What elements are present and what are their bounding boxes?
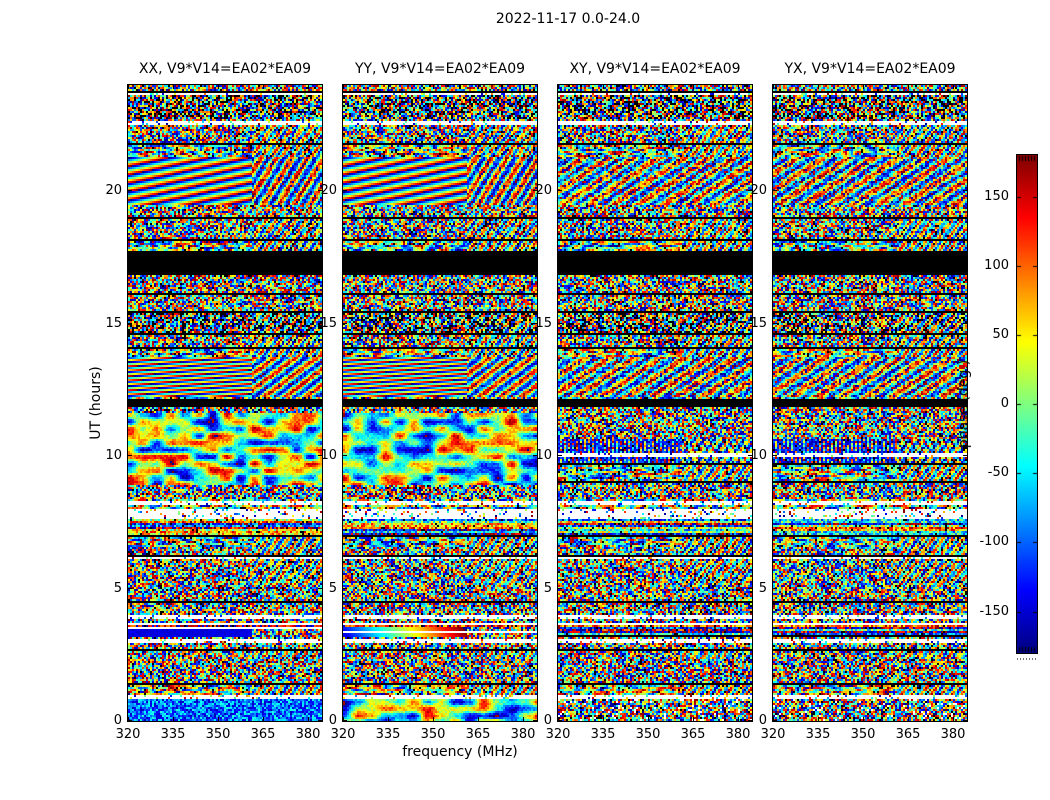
colorbar-tick-label: 50 [992, 326, 1009, 342]
x-tick-label: 365 [465, 727, 491, 742]
y-tick-label: 5 [543, 580, 552, 596]
colorbar-label: phase (deg.) [956, 359, 972, 449]
x-tick-label: 350 [205, 727, 231, 742]
x-tick-label: 380 [295, 727, 321, 742]
x-tick-label: 365 [895, 727, 921, 742]
y-tick-label: 0 [543, 713, 552, 728]
panel-title-YX: YX, V9*V14=EA02*EA09 [784, 61, 956, 77]
panel-title-XX: XX, V9*V14=EA02*EA09 [138, 61, 312, 77]
panel-title-XY: XY, V9*V14=EA02*EA09 [569, 61, 741, 77]
y-tick-label: 10 [750, 448, 767, 463]
y-tick-label: 0 [758, 713, 767, 728]
y-tick-label: 10 [105, 448, 122, 463]
y-tick-label: 20 [105, 183, 122, 198]
x-tick-label: 320 [115, 727, 141, 742]
colorbar-tick-label: 0 [1000, 396, 1009, 411]
y-tick-label: 15 [320, 315, 337, 331]
x-tick-label: 380 [940, 727, 966, 742]
x-tick-label: 320 [330, 727, 356, 742]
x-tick-label: 320 [760, 727, 786, 742]
x-tick-label: 335 [160, 727, 186, 742]
x-tick-label: 380 [510, 727, 536, 742]
x-tick-label: 335 [590, 727, 616, 742]
y-tick-label: 15 [750, 315, 767, 331]
x-tick-label: 350 [635, 727, 661, 742]
y-tick-label: 20 [320, 183, 337, 198]
colorbar [1016, 154, 1038, 654]
y-tick-label: 0 [113, 713, 122, 728]
x-tick-label: 350 [850, 727, 876, 742]
y-tick-label: 5 [113, 580, 122, 596]
y-tick-label: 0 [328, 713, 337, 728]
x-axis-label: frequency (MHz) [402, 744, 518, 760]
colorbar-tick-label: -150 [979, 603, 1009, 619]
colorbar-tick-label: -50 [987, 465, 1009, 481]
colorbar-tick-label: 100 [984, 257, 1009, 273]
colorbar-underflow-dots [1017, 658, 1037, 660]
y-axis-label: UT (hours) [88, 366, 104, 440]
heatmap-canvas-XY [557, 84, 753, 722]
x-tick-label: 365 [250, 727, 276, 742]
x-tick-label: 365 [680, 727, 706, 742]
heatmap-canvas-XX [127, 84, 323, 722]
x-tick-label: 320 [545, 727, 571, 742]
figure-title: 2022-11-17 0.0-24.0 [495, 11, 641, 27]
y-tick-label: 15 [105, 315, 122, 331]
colorbar-tick-label: 150 [984, 188, 1009, 204]
y-tick-label: 15 [535, 315, 552, 331]
y-tick-label: 5 [328, 580, 337, 596]
x-tick-label: 350 [420, 727, 446, 742]
heatmap-canvas-YX [772, 84, 968, 722]
y-tick-label: 10 [320, 448, 337, 463]
x-tick-label: 380 [725, 727, 751, 742]
y-tick-label: 5 [758, 580, 767, 596]
colorbar-tick-label: -100 [979, 534, 1009, 550]
y-tick-label: 10 [535, 448, 552, 463]
x-tick-label: 335 [375, 727, 401, 742]
heatmap-canvas-YY [342, 84, 538, 722]
y-tick-label: 20 [535, 183, 552, 198]
y-tick-label: 20 [750, 183, 767, 198]
panel-title-YY: YY, V9*V14=EA02*EA09 [354, 61, 526, 77]
x-tick-label: 335 [805, 727, 831, 742]
